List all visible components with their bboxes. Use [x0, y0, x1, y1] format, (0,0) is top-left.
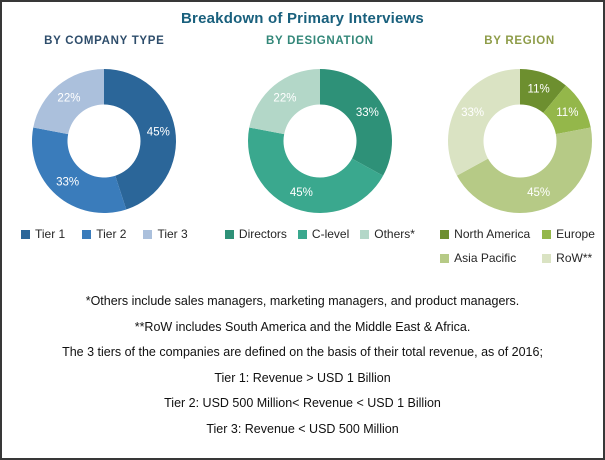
legend-swatch-row — [542, 253, 552, 263]
legend-swatch-clevel — [297, 229, 307, 239]
legend-label-tier2: Tier 2 — [96, 227, 127, 241]
donut-value-label: 33% — [356, 107, 379, 119]
footnote-tiers-intro: The 3 tiers of the companies are defined… — [62, 345, 543, 359]
donut-slice-others — [249, 69, 320, 135]
donut-slice-tier-1 — [104, 69, 177, 210]
chart-designation: BY DESIGNATION 33% 45% 22% Directors C-lev… — [211, 35, 429, 241]
donut-slice-europe — [542, 85, 591, 135]
legend-label-north-america: North America — [454, 227, 531, 241]
legend-item-europe: Europe — [542, 227, 603, 241]
donut-slice-c-level — [247, 127, 384, 214]
donut-value-label: 22% — [273, 93, 296, 105]
donut-value-label: 33% — [56, 176, 79, 188]
chart-heading-company-type: BY COMPANY TYPE — [44, 35, 165, 47]
legend-designation: Directors C-level Others* — [224, 227, 415, 241]
legend-item-others: Others* — [360, 227, 415, 241]
donut-chart-company-type: 45% 33% 22% — [32, 69, 177, 213]
donut-slice-directors — [319, 69, 392, 176]
donut-value-label: 45% — [147, 126, 170, 138]
legend-swatch-asia-pacific — [440, 253, 450, 263]
legend-item-directors: Directors — [224, 227, 287, 241]
legend-label-tier3: Tier 3 — [157, 227, 188, 241]
legend-swatch-tier2 — [82, 229, 92, 239]
footnote-tier3: Tier 3: Revenue < USD 500 Million — [206, 421, 399, 436]
donut-chart-region: 11% 11% 45% 33% — [447, 69, 592, 214]
donut-value-label: 22% — [58, 93, 81, 105]
donut-slice-row — [447, 69, 520, 176]
legend-swatch-tier1 — [20, 229, 30, 239]
chart-region: BY REGION 11% 11% 45% 33% North America Eur… — [436, 35, 603, 265]
legend-company-type: Tier 1 Tier 2 Tier 3 — [20, 227, 188, 241]
footnote-tier2: Tier 2: USD 500 Million< Revenue < USD 1… — [164, 396, 441, 410]
chart-company-type: BY COMPANY TYPE 45% 33% 22% Tier 1 Tier 2 … — [10, 35, 199, 241]
legend-swatch-tier3 — [143, 229, 153, 239]
chart-heading-region: BY REGION — [484, 35, 555, 47]
legend-item-asia-pacific: Asia Pacific — [440, 251, 542, 265]
legend-swatch-directors — [224, 229, 234, 239]
footnote-others: *Others include sales managers, marketin… — [85, 294, 520, 308]
legend-label-europe: Europe — [556, 227, 595, 241]
donut-slice-tier-2 — [32, 127, 127, 213]
legend-region: North America Europe Asia Pacific RoW** — [436, 227, 603, 265]
donut-value-label: 11% — [556, 107, 578, 119]
legend-swatch-north-america — [440, 229, 450, 239]
donut-value-label: 11% — [527, 83, 549, 95]
legend-item-north-america: North America — [440, 227, 542, 241]
donut-value-label: 33% — [461, 107, 484, 119]
donut-slice-asia-pacific — [456, 127, 592, 214]
legend-label-clevel: C-level — [311, 227, 350, 241]
legend-item-row: RoW** — [542, 251, 603, 265]
legend-label-row: RoW** — [556, 251, 593, 265]
footnotes: *Others include sales managers, marketin… — [2, 289, 603, 442]
donut-chart-designation: 33% 45% 22% — [247, 69, 392, 214]
legend-item-clevel: C-level — [297, 227, 350, 241]
legend-label-asia-pacific: Asia Pacific — [454, 251, 517, 265]
legend-item-tier1: Tier 1 — [20, 227, 66, 241]
charts-row: BY COMPANY TYPE 45% 33% 22% Tier 1 Tier 2 … — [2, 35, 603, 265]
chart-heading-designation: BY DESIGNATION — [266, 35, 374, 47]
footnote-row: **RoW includes South America and the Mid… — [134, 319, 471, 334]
donut-value-label: 45% — [290, 187, 313, 199]
legend-label-others: Others* — [374, 227, 415, 241]
donut-slice-tier-3 — [33, 69, 105, 135]
donut-slice-north-america — [519, 69, 566, 113]
donut-value-label: 45% — [527, 187, 550, 199]
legend-swatch-europe — [542, 229, 552, 239]
legend-item-tier3: Tier 3 — [143, 227, 188, 241]
footnote-tier1: Tier 1: Revenue > USD 1 Billion — [214, 370, 391, 385]
legend-item-tier2: Tier 2 — [82, 227, 126, 241]
page-title: Breakdown of Primary Interviews — [181, 10, 424, 27]
legend-label-tier1: Tier 1 — [34, 227, 66, 241]
legend-label-directors: Directors — [238, 227, 287, 241]
legend-swatch-others — [360, 229, 370, 239]
